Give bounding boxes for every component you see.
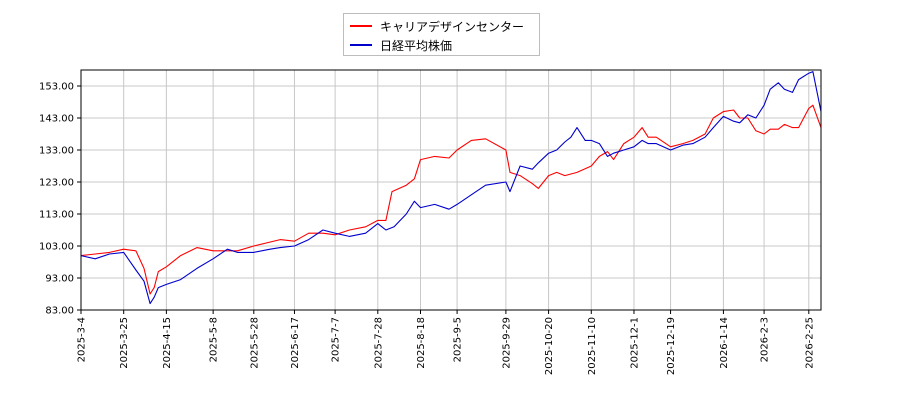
x-tick-label: 2025-12-19 — [666, 317, 677, 375]
x-tick-label: 2025-3-25 — [119, 317, 130, 369]
x-tick-label: 2026-1-14 — [719, 317, 730, 369]
x-tick-label: 2025-11-10 — [587, 317, 598, 375]
series-lines — [80, 71, 822, 305]
x-tick-label: 2025-7-28 — [373, 317, 384, 369]
legend: キャリアデザインセンター 日経平均株価 — [343, 13, 540, 56]
legend-item-nikkei: 日経平均株価 — [350, 36, 452, 54]
y-tick-label: 83.00 — [45, 306, 74, 317]
y-tick-label: 133.00 — [39, 146, 74, 157]
legend-label: 日経平均株価 — [380, 38, 453, 53]
x-tick-label: 2025-9-29 — [501, 317, 512, 369]
x-tick-label: 2025-4-15 — [162, 317, 173, 369]
y-axis: 83.00 93.00 103.00 113.00 123.00 133.00 143.00… — [39, 82, 81, 317]
x-tick-label: 2025-10-20 — [544, 317, 555, 375]
x-tick-label: 2025-12-1 — [629, 317, 640, 369]
series-line-0 — [80, 104, 822, 295]
x-tick-label: 2026-2-3 — [760, 317, 771, 362]
legend-swatch-red — [350, 25, 372, 27]
y-tick-label: 113.00 — [39, 210, 74, 221]
x-tick-label: 2025-9-5 — [453, 317, 464, 362]
y-tick-label: 153.00 — [39, 82, 74, 93]
series-line-1 — [80, 71, 822, 305]
x-tick-label: 2025-3-4 — [77, 317, 88, 362]
x-tick-label: 2025-7-7 — [331, 317, 342, 362]
x-tick-label: 2025-8-18 — [416, 317, 427, 369]
x-tick-label: 2026-2-25 — [804, 317, 815, 369]
x-tick-label: 2025-5-28 — [249, 317, 260, 369]
x-axis: 2025-3-4 2025-3-25 2025-4-15 2025-5-8 2025-5… — [77, 310, 815, 375]
legend-swatch-blue — [350, 44, 372, 46]
legend-item-career-design-center: キャリアデザインセンター — [350, 17, 524, 35]
y-tick-label: 143.00 — [39, 114, 74, 125]
x-tick-label: 2025-5-8 — [209, 317, 220, 362]
y-tick-label: 103.00 — [39, 242, 74, 253]
x-tick-label: 2025-6-17 — [290, 317, 301, 369]
legend-label: キャリアデザインセンター — [380, 19, 525, 34]
y-tick-label: 93.00 — [45, 274, 74, 285]
plot-area-frame — [80, 69, 822, 311]
y-tick-label: 123.00 — [39, 178, 74, 189]
grid-lines — [80, 70, 821, 311]
